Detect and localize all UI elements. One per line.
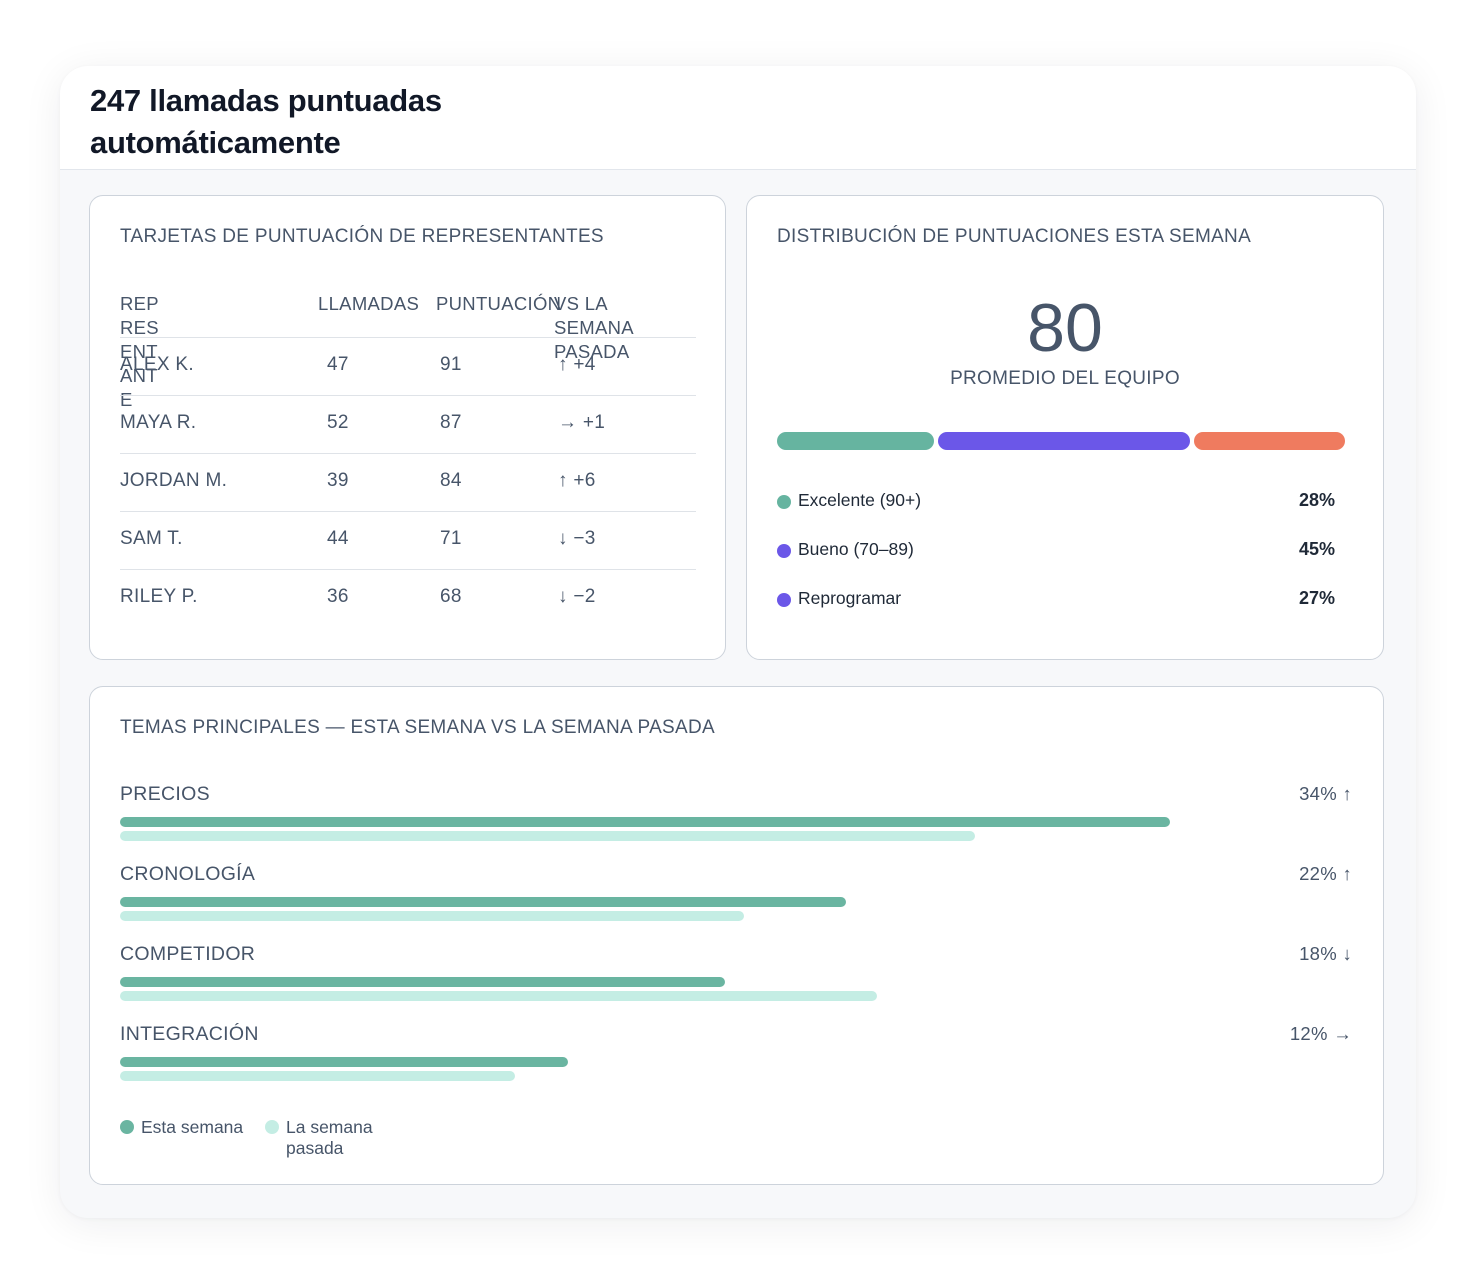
legend-label: Reprogramar: [798, 588, 902, 608]
rep-scorecards-title: TARJETAS DE PUNTUACIÓN DE REPRESENTANTES: [120, 226, 604, 247]
team-average-label: PROMEDIO DEL EQUIPO: [950, 368, 1180, 389]
table-row: JORDAN M. 39 84 ↑ +6: [120, 453, 696, 511]
legend-percent: 45%: [1298, 539, 1335, 559]
column-header-calls: LLAMADAS: [318, 293, 420, 314]
rep-trend: ↓ −3: [558, 528, 596, 549]
legend-dot: [777, 495, 791, 509]
legend-label: Bueno (70–89): [798, 539, 914, 559]
topic-row: COMPETIDOR 18% ↓: [120, 943, 1352, 1023]
bar-this-week: [120, 897, 846, 907]
team-average-score: 80: [1027, 290, 1103, 366]
topic-label: INTEGRACIÓN: [120, 1023, 259, 1045]
rep-trend: ↑ +6: [558, 470, 596, 491]
table-row: ALEX K. 47 91 ↑ +4: [120, 337, 696, 395]
distribution-bar: [777, 432, 1345, 450]
rep-name: JORDAN M.: [120, 470, 228, 491]
table-row: RILEY P. 36 68 ↓ −2: [120, 569, 696, 627]
top-topics-panel: TEMAS PRINCIPALES — ESTA SEMANA VS LA SE…: [89, 686, 1384, 1185]
rep-score: 84: [440, 470, 462, 491]
rep-trend: ↓ −2: [558, 586, 596, 607]
legend-dot: [777, 544, 791, 558]
bar-this-week: [120, 817, 1170, 827]
rep-calls: 47: [327, 354, 349, 375]
distribution-segment-excellent: [777, 432, 934, 450]
rep-calls: 36: [327, 586, 349, 607]
rep-name: MAYA R.: [120, 412, 197, 433]
legend-dot: [265, 1120, 279, 1134]
legend-percent: 27%: [1298, 588, 1335, 608]
card-header: 247 llamadas puntuadas automáticamente: [60, 66, 1416, 170]
column-header-rep: REPRESENTANTE: [120, 293, 159, 410]
distribution-segment-reschedule: [1193, 432, 1345, 450]
distribution-segment-good: [937, 432, 1190, 450]
legend-label: La semana pasada: [286, 1117, 373, 1158]
topic-label: CRONOLOGÍA: [120, 863, 256, 885]
topic-row: PRECIOS 34% ↑: [120, 783, 1352, 863]
column-header-vs-last-week: VS LA SEMANA PASADA: [554, 293, 633, 362]
card-title: 247 llamadas puntuadas automáticamente: [90, 83, 442, 160]
scoring-card: 247 llamadas puntuadas automáticamente T…: [60, 66, 1416, 1218]
rep-score: 71: [440, 528, 462, 549]
rep-calls: 44: [327, 528, 349, 549]
legend-label: Esta semana: [141, 1117, 244, 1137]
topic-value: 22% ↑: [1299, 863, 1352, 884]
table-row: SAM T. 44 71 ↓ −3: [120, 511, 696, 569]
score-distribution-panel: DISTRIBUCIÓN DE PUNTUACIONES ESTA SEMANA…: [746, 195, 1384, 660]
rep-calls: 52: [327, 412, 349, 433]
legend-dot: [777, 593, 791, 607]
rep-trend: → +1: [558, 412, 606, 433]
rep-calls: 39: [327, 470, 349, 491]
bar-last-week: [120, 911, 744, 921]
legend-percent: 28%: [1298, 490, 1335, 510]
topic-row: INTEGRACIÓN 12% →: [120, 1023, 1352, 1103]
bar-last-week: [120, 991, 877, 1001]
rep-trend: ↑ +4: [558, 354, 596, 375]
top-topics-title: TEMAS PRINCIPALES — ESTA SEMANA VS LA SE…: [120, 717, 715, 738]
legend-dot: [120, 1120, 134, 1134]
table-row: MAYA R. 52 87 → +1: [120, 395, 696, 453]
rep-name: ALEX K.: [120, 354, 194, 375]
rep-score: 87: [440, 412, 462, 433]
legend-label: Excelente (90+): [798, 490, 922, 510]
rep-score: 91: [440, 354, 462, 375]
rep-name: SAM T.: [120, 528, 183, 549]
topic-value: 34% ↑: [1299, 783, 1352, 804]
rep-score: 68: [440, 586, 462, 607]
column-header-score: PUNTUACIÓN: [436, 293, 562, 314]
topic-row: CRONOLOGÍA 22% ↑: [120, 863, 1352, 943]
topic-value: 12% →: [1289, 1023, 1352, 1044]
topic-label: PRECIOS: [120, 783, 210, 805]
bar-this-week: [120, 977, 725, 987]
bar-last-week: [120, 831, 975, 841]
bar-this-week: [120, 1057, 568, 1067]
bar-last-week: [120, 1071, 515, 1081]
score-distribution-title: DISTRIBUCIÓN DE PUNTUACIONES ESTA SEMANA: [777, 226, 1252, 247]
rep-name: RILEY P.: [120, 586, 198, 607]
topic-label: COMPETIDOR: [120, 943, 256, 965]
topic-value: 18% ↓: [1299, 943, 1352, 964]
rep-scorecards-panel: TARJETAS DE PUNTUACIÓN DE REPRESENTANTES…: [89, 195, 726, 660]
